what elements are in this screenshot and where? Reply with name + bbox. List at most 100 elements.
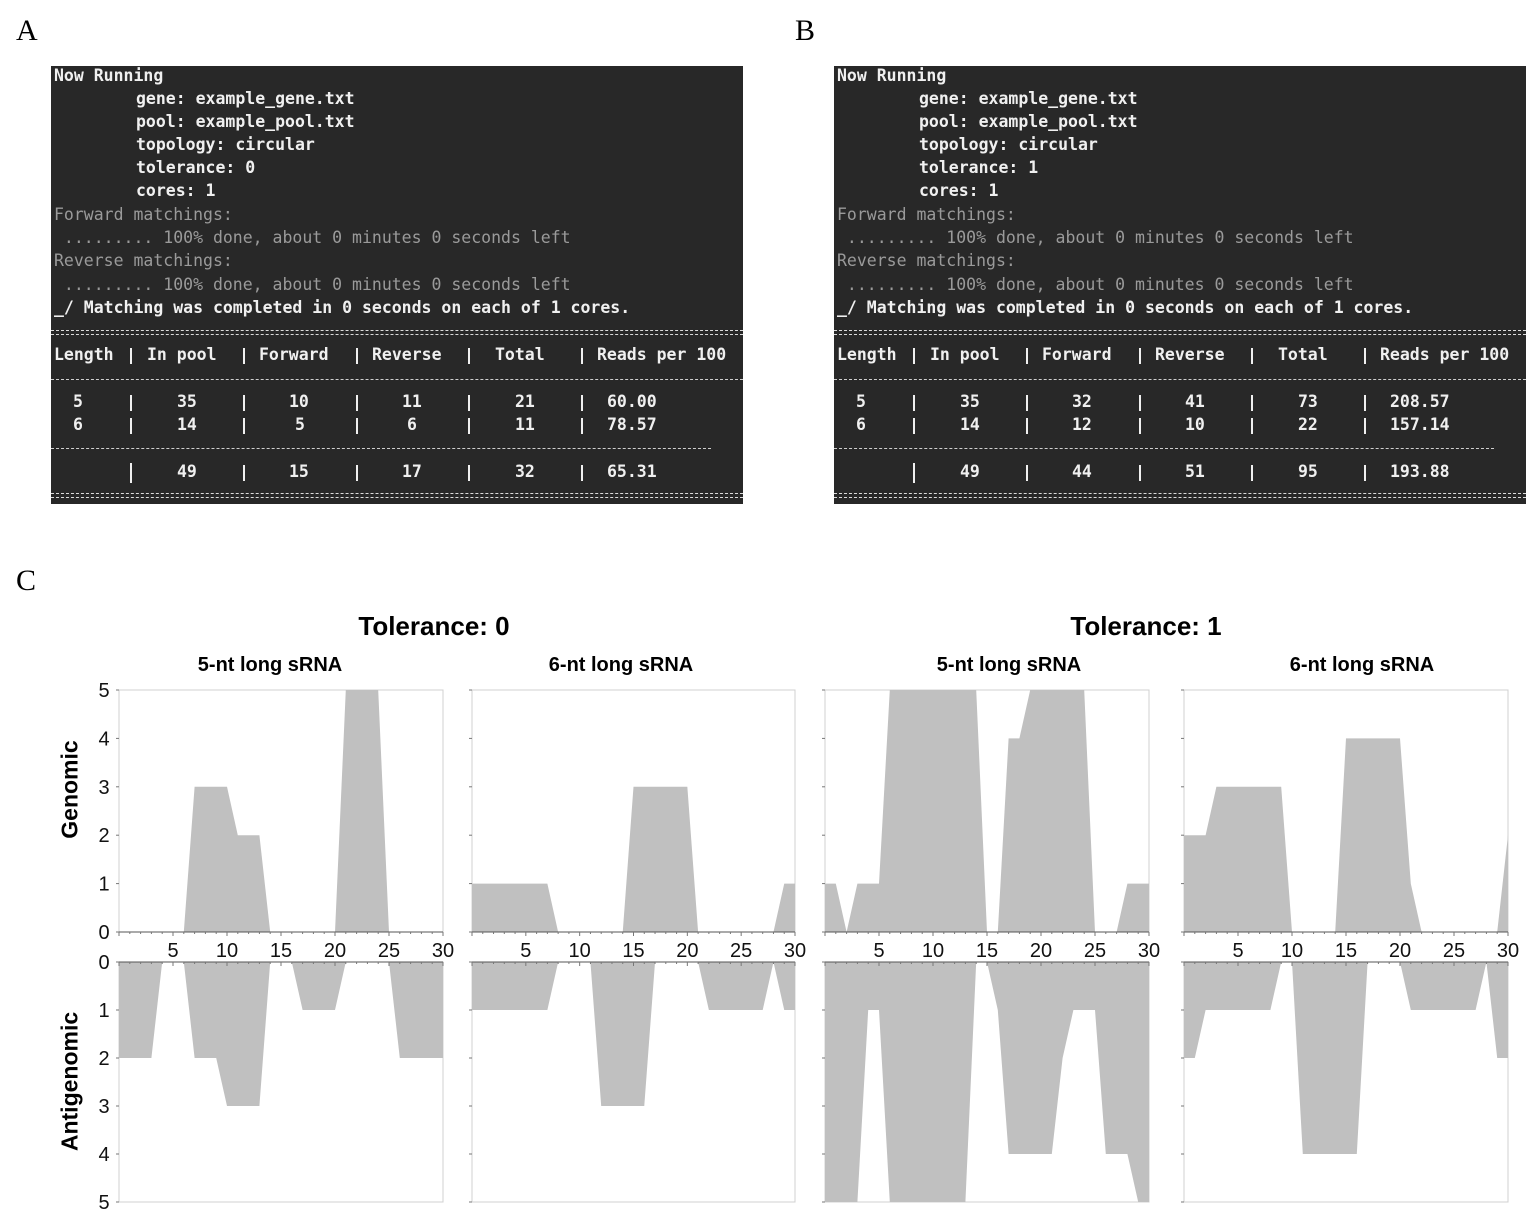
x-tick-label: 25 xyxy=(1443,940,1465,962)
total-reads: 193.88 xyxy=(1390,462,1450,481)
subplot-title: 6-nt long sRNA xyxy=(548,654,694,676)
chart-panel: 5 10 15 20 25 30 0 0 1 1 2 2 3 3 4 4 5 5 xyxy=(98,680,454,1214)
param-pool: pool: example_pool.txt xyxy=(136,112,355,131)
y-tick-label: 2 xyxy=(98,825,109,847)
column-dividers xyxy=(130,348,583,483)
x-tick-label: 25 xyxy=(730,940,752,962)
genomic-area xyxy=(119,690,443,932)
row1-forward: 10 xyxy=(289,392,309,411)
chart-panel: 5 10 15 20 25 30 xyxy=(469,689,806,1203)
x-tick-label: 5 xyxy=(873,940,884,962)
y-tick-label: 0 xyxy=(98,922,109,944)
param-gene: gene: example_gene.txt xyxy=(919,89,1138,108)
tolerance-0-title: Tolerance: 0 xyxy=(358,611,510,641)
param-gene: gene: example_gene.txt xyxy=(136,89,355,108)
row1-reverse: 41 xyxy=(1185,392,1205,411)
terminal-a: Now Running gene: example_gene.txt pool:… xyxy=(51,66,743,504)
row2-forward: 12 xyxy=(1072,415,1092,434)
row1-in-pool: 35 xyxy=(177,392,197,411)
antigenomic-area xyxy=(119,962,443,1106)
genomic-area xyxy=(825,690,1149,932)
row1-total: 73 xyxy=(1298,392,1318,411)
forward-label: Forward matchings: xyxy=(837,205,1016,224)
param-topology: topology: circular xyxy=(136,135,315,154)
total-in-pool: 49 xyxy=(177,462,197,481)
x-tick-label: 10 xyxy=(922,940,944,962)
reverse-progress: ......... 100% done, about 0 minutes 0 s… xyxy=(54,275,571,294)
x-tick-label: 30 xyxy=(432,940,454,962)
row1-reverse: 11 xyxy=(402,392,422,411)
genomic-area xyxy=(472,786,795,932)
x-tick-label: 10 xyxy=(216,940,238,962)
row2-length: 6 xyxy=(856,415,866,434)
reverse-label: Reverse matchings: xyxy=(54,251,233,270)
x-tick-label: 30 xyxy=(1497,940,1519,962)
x-tick-label: 5 xyxy=(520,940,531,962)
x-tick-label: 30 xyxy=(784,940,806,962)
row1-total: 21 xyxy=(515,392,535,411)
y-tick-label: 3 xyxy=(98,777,109,799)
plot-frame-genomic xyxy=(118,689,444,933)
x-tick-label: 20 xyxy=(324,940,346,962)
row1-reads: 60.00 xyxy=(607,392,657,411)
x-tick-label: 5 xyxy=(167,940,178,962)
col-total: Total xyxy=(495,345,545,364)
total-total: 32 xyxy=(515,462,535,481)
row2-reads: 157.14 xyxy=(1390,415,1450,434)
x-tick-label: 25 xyxy=(378,940,400,962)
subplot-title: 6-nt long sRNA xyxy=(1289,654,1435,676)
y-tick-label: 3 xyxy=(98,1096,109,1118)
x-tick-label: 15 xyxy=(976,940,998,962)
col-length: Length xyxy=(837,345,897,364)
double-separator xyxy=(51,330,743,335)
x-tick-label: 5 xyxy=(1232,940,1243,962)
param-pool: pool: example_pool.txt xyxy=(919,112,1138,131)
row1-length: 5 xyxy=(856,392,866,411)
col-length: Length xyxy=(54,345,114,364)
x-tick-label: 20 xyxy=(1030,940,1052,962)
terminal-b: Now Running gene: example_gene.txt pool:… xyxy=(834,66,1526,504)
dash-separator xyxy=(51,448,711,449)
param-cores: cores: 1 xyxy=(919,181,999,200)
panel-label-b: B xyxy=(795,14,816,47)
y-tick-label: 5 xyxy=(98,1192,109,1214)
row1-in-pool: 35 xyxy=(960,392,980,411)
y-tick-label: 1 xyxy=(98,1000,109,1022)
row2-in-pool: 14 xyxy=(960,415,980,434)
col-reads: Reads per 100 xyxy=(1380,345,1510,364)
y-tick-label: 4 xyxy=(98,1144,109,1166)
total-in-pool: 49 xyxy=(960,462,980,481)
reverse-label: Reverse matchings: xyxy=(837,251,1016,270)
x-tick-label: 15 xyxy=(1335,940,1357,962)
param-tolerance: tolerance: 0 xyxy=(136,158,256,177)
terminal-header: Now Running xyxy=(837,66,947,85)
subplot-title: 5-nt long sRNA xyxy=(197,654,343,676)
antigenomic-area xyxy=(825,962,1149,1202)
chart-panel: 5 10 15 20 25 30 xyxy=(1181,689,1519,1203)
y-tick-label: 5 xyxy=(98,680,109,702)
total-forward: 15 xyxy=(289,462,309,481)
antigenomic-area xyxy=(1184,962,1508,1154)
total-forward: 44 xyxy=(1072,462,1092,481)
forward-progress: ......... 100% done, about 0 minutes 0 s… xyxy=(837,228,1354,247)
param-topology: topology: circular xyxy=(919,135,1098,154)
antigenomic-area xyxy=(472,962,795,1106)
row2-in-pool: 14 xyxy=(177,415,197,434)
row1-forward: 32 xyxy=(1072,392,1092,411)
double-separator xyxy=(834,493,1526,498)
total-reverse: 17 xyxy=(402,462,422,481)
total-reads: 65.31 xyxy=(607,462,657,481)
chart-panel: 5 10 15 20 25 30 xyxy=(822,689,1160,1203)
col-forward: Forward xyxy=(1042,345,1112,364)
col-forward: Forward xyxy=(259,345,329,364)
x-tick-label: 15 xyxy=(270,940,292,962)
row1-length: 5 xyxy=(73,392,83,411)
double-separator xyxy=(51,493,743,498)
col-in-pool: In pool xyxy=(147,345,217,364)
x-tick-label: 10 xyxy=(569,940,591,962)
column-dividers xyxy=(913,348,1366,483)
row1-reads: 208.57 xyxy=(1390,392,1450,411)
subplot-title: 5-nt long sRNA xyxy=(936,654,1082,676)
y-tick-label: 0 xyxy=(98,952,109,974)
